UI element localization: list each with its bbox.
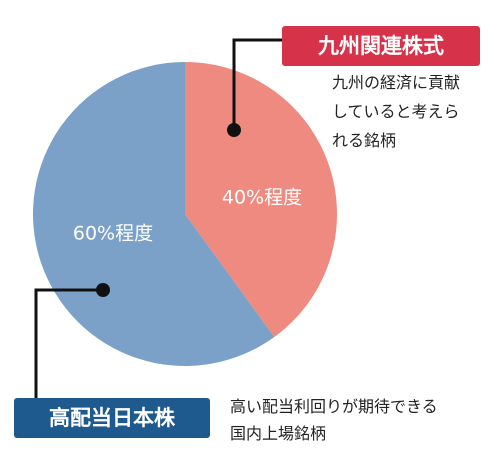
pie-slice-labels: 40%程度 60%程度 xyxy=(73,187,302,245)
pie-slice-value-label: 40%程度 xyxy=(222,187,302,209)
category-badge-high-dividend-stocks: 高配当日本株 xyxy=(14,398,210,438)
leader-line-dot xyxy=(96,283,110,297)
description-line: 高い配当利回りが期待できる xyxy=(230,397,438,416)
description-kyushu-stocks: 九州の経済に貢献 していると考えら れる銘柄 xyxy=(332,68,460,155)
leader-lines xyxy=(34,38,282,420)
pie-slice-kyushu-stocks xyxy=(185,62,338,337)
description-line: していると考えら xyxy=(332,102,460,121)
leader-line-kyushu-stocks xyxy=(227,38,282,137)
description-line: 国内上場銘柄 xyxy=(230,424,327,443)
leader-line-high-dividend-stocks xyxy=(34,283,110,420)
pie-slice-value-label: 60%程度 xyxy=(73,223,153,245)
pie-slices xyxy=(32,62,338,366)
category-badge-kyushu-stocks: 九州関連株式 xyxy=(282,26,480,66)
description-high-dividend-stocks: 高い配当利回りが期待できる 国内上場銘柄 xyxy=(230,393,438,447)
leader-line-path xyxy=(232,38,282,130)
leader-line-dot xyxy=(227,123,241,137)
description-line: 九州の経済に貢献 xyxy=(332,73,461,92)
leader-line-path xyxy=(34,288,103,420)
description-line: れる銘柄 xyxy=(332,131,397,150)
